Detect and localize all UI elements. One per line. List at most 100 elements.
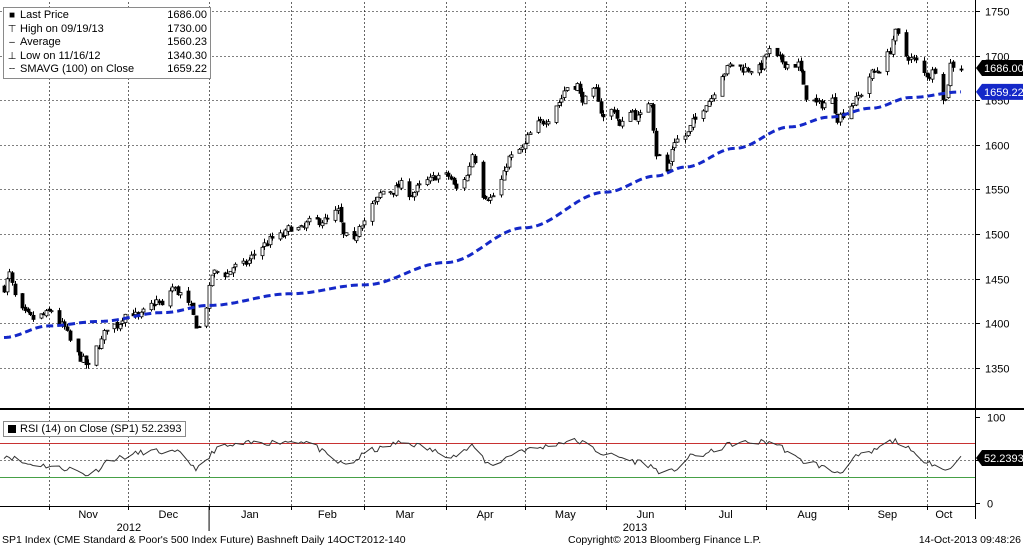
candle-body — [764, 53, 769, 58]
candle-body — [360, 225, 365, 229]
price-candle — [320, 220, 325, 229]
y-tick-label: 1500 — [985, 230, 1009, 242]
price-candle — [31, 311, 36, 322]
candle-body — [601, 114, 606, 118]
legend-row-average: – Average 1560.23 — [7, 36, 207, 50]
x-month-label: Mar — [395, 509, 414, 521]
candle-body — [885, 51, 890, 72]
rsi-value-tag-label: 52.2393 — [984, 453, 1024, 465]
candle-body — [370, 203, 375, 222]
price-candle — [317, 217, 322, 228]
candle-body — [41, 313, 46, 316]
dashed-line-icon: ┄ — [8, 64, 16, 76]
price-candle — [725, 64, 730, 76]
candle-body — [336, 208, 341, 211]
price-candle — [465, 174, 470, 182]
candle-body — [709, 98, 714, 103]
candle-body — [265, 243, 270, 247]
candle-body — [796, 61, 801, 68]
candle-body — [927, 76, 932, 79]
x-month-label: Feb — [318, 509, 337, 521]
candle-body — [557, 102, 562, 106]
price-candle — [854, 92, 859, 107]
price-candle — [870, 68, 875, 81]
candle-body — [930, 69, 935, 80]
candle-body — [462, 179, 467, 189]
price-candles — [2, 28, 964, 369]
price-candle — [289, 225, 294, 232]
price-candle — [896, 28, 901, 36]
candle-body — [317, 218, 322, 226]
candle-body — [651, 104, 656, 131]
candle-body — [417, 183, 422, 186]
price-candle — [628, 110, 633, 122]
price-candle — [730, 64, 735, 67]
price-candle — [683, 132, 688, 143]
price-candle — [651, 102, 656, 134]
candle-body — [546, 121, 551, 125]
price-candle — [204, 306, 209, 329]
candle-body — [425, 179, 430, 186]
legend-label: Last Price — [20, 9, 69, 21]
price-candle — [357, 224, 362, 238]
price-candle — [541, 119, 546, 126]
price-candle — [118, 323, 123, 332]
price-candle — [228, 270, 233, 275]
candle-body — [491, 195, 496, 198]
price-candle — [914, 54, 919, 64]
candle-body — [94, 345, 99, 366]
price-candle — [99, 335, 104, 350]
candle-body — [339, 206, 344, 223]
candle-body — [102, 330, 107, 341]
price-candle — [654, 128, 659, 160]
value-tags: 1686.00 1659.22 52.2393 — [976, 60, 1024, 466]
price-candle — [149, 300, 154, 312]
candle-body — [133, 311, 138, 315]
price-candle — [94, 345, 99, 367]
candle-body — [636, 114, 641, 122]
price-candle — [325, 214, 330, 222]
candle-body — [538, 118, 543, 121]
candle-body — [173, 287, 178, 290]
price-candle — [399, 177, 404, 191]
candle-body — [341, 222, 346, 235]
price-candle — [712, 92, 717, 102]
panel-frames — [0, 0, 1024, 519]
price-candle — [499, 175, 504, 198]
legend-row-low: ⊥ Low on 11/16/12 1340.30 — [7, 50, 207, 64]
candle-body — [244, 261, 249, 265]
price-candle — [785, 63, 790, 71]
candle-body — [793, 64, 798, 68]
candle-body — [178, 292, 183, 296]
candle-body — [523, 143, 528, 150]
price-candle — [780, 53, 785, 65]
price-candle — [396, 180, 401, 188]
price-candle — [65, 323, 70, 332]
candle-body — [168, 290, 173, 307]
candle-body — [536, 120, 541, 133]
candle-body — [449, 176, 454, 180]
price-candle — [207, 282, 212, 312]
x-month-label: Jun — [637, 509, 655, 521]
candle-body — [906, 57, 911, 61]
price-candle — [749, 70, 754, 76]
price-candle — [838, 112, 843, 126]
price-candle — [278, 229, 283, 241]
x-axis: Nov Dec Jan Feb Mar Apr May Jun Jul Aug Sep Oct 2012… — [49, 506, 952, 534]
candle-body — [896, 28, 901, 34]
price-candle — [304, 220, 309, 232]
candle-body — [904, 32, 909, 57]
price-candle — [449, 174, 454, 181]
price-candle — [173, 286, 178, 292]
candle-body — [554, 105, 559, 123]
candle-body — [775, 47, 780, 56]
candle-body — [26, 308, 31, 313]
candle-body — [68, 330, 73, 341]
price-candle — [638, 109, 643, 119]
candle-body — [849, 105, 854, 120]
candle-body — [720, 76, 725, 97]
candle-body — [488, 196, 493, 201]
average-marker-icon: – — [9, 37, 15, 49]
price-candle — [336, 204, 341, 215]
price-candle — [630, 108, 635, 113]
